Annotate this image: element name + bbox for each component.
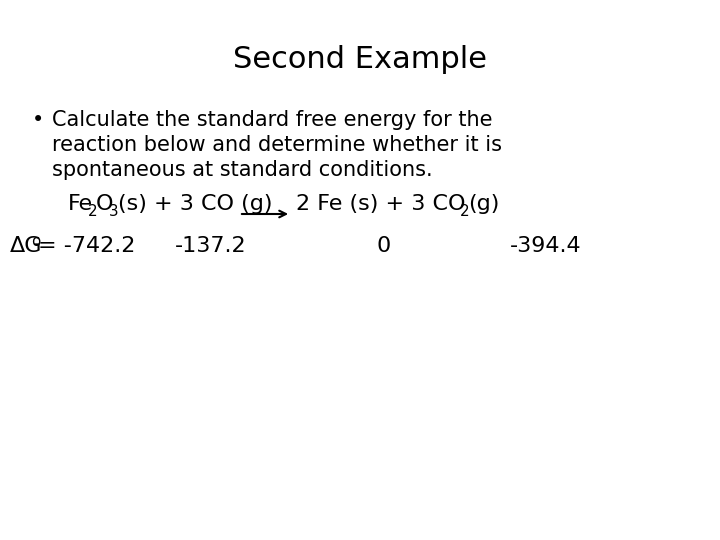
Text: spontaneous at standard conditions.: spontaneous at standard conditions.	[52, 160, 433, 180]
Text: -394.4: -394.4	[510, 236, 582, 256]
Text: (g): (g)	[468, 194, 500, 214]
Text: Second Example: Second Example	[233, 45, 487, 74]
Text: o: o	[31, 234, 40, 249]
Text: O: O	[96, 194, 114, 214]
Text: = -742.2: = -742.2	[38, 236, 135, 256]
Text: reaction below and determine whether it is: reaction below and determine whether it …	[52, 135, 502, 155]
Text: 0: 0	[376, 236, 390, 256]
Text: (s) + 3 CO (g): (s) + 3 CO (g)	[118, 194, 272, 214]
Text: 2 Fe (s) + 3 CO: 2 Fe (s) + 3 CO	[296, 194, 466, 214]
Text: Fe: Fe	[68, 194, 93, 214]
Text: •: •	[32, 110, 44, 130]
Text: 2: 2	[460, 204, 469, 219]
Text: 3: 3	[109, 204, 119, 219]
Text: Calculate the standard free energy for the: Calculate the standard free energy for t…	[52, 110, 492, 130]
Text: -137.2: -137.2	[175, 236, 247, 256]
Text: 2: 2	[88, 204, 98, 219]
Text: ΔG: ΔG	[10, 236, 42, 256]
